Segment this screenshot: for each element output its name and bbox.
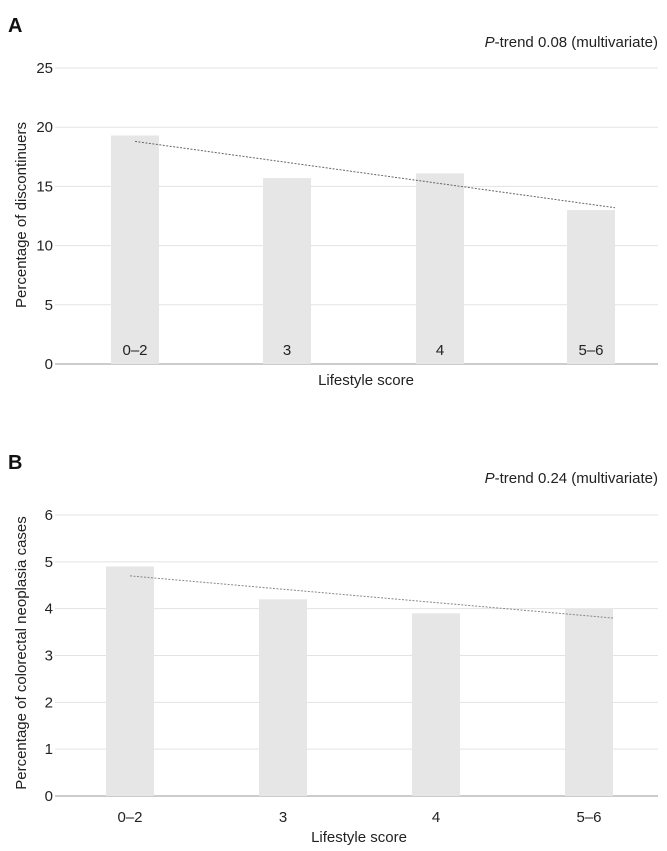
panel-b-x-tick-label: 5–6: [576, 809, 601, 826]
panel-b-trend: [129, 575, 614, 619]
panel-b-y-tick-label: 5: [45, 554, 53, 571]
panel-b: B P-trend 0.24 (multivariate) 0 1 2 3 4 5 6 0–…: [8, 452, 658, 846]
panel-b-bar-4: [565, 608, 613, 796]
panel-a-y-tick-label: 10: [36, 238, 53, 255]
panel-b-gridlines: [55, 514, 658, 797]
panel-b-ptrend-p: P: [485, 470, 495, 487]
panel-a-letter: A: [8, 15, 22, 37]
panel-b-y-axis-label: Percentage of colorectal neoplasia cases: [13, 516, 30, 790]
panel-b-x-axis-label: Lifestyle score: [311, 829, 407, 846]
panel-b-y-tick-label: 4: [45, 601, 53, 618]
panel-b-bar-3: [412, 613, 460, 796]
panel-a-trend-line: [134, 140, 616, 209]
panel-b-bar-1: [106, 566, 154, 796]
panel-b-y-tick-label: 6: [45, 507, 53, 524]
panel-a-y-tick-label: 20: [36, 119, 53, 136]
panel-b-y-tick-label: 0: [45, 788, 53, 805]
panel-b-y-ticks: 0 1 2 3 4 5 6: [45, 507, 53, 805]
panel-b-y-tick-label: 1: [45, 741, 53, 758]
panel-a-bar-2: [263, 178, 311, 364]
panel-a: A P-trend 0.08 (multivariate) 0 5 10 15 20 25…: [8, 15, 658, 389]
panel-a-ptrend-p: P: [485, 34, 495, 51]
panel-b-y-tick-label: 2: [45, 694, 53, 711]
panel-a-y-tick-label: 15: [36, 178, 53, 195]
panel-b-x-tick-label: 4: [432, 809, 440, 826]
panel-a-x-tick-label: 5–6: [578, 342, 603, 359]
panel-a-ptrend-text: -trend 0.08 (multivariate): [495, 34, 658, 51]
panel-a-bar-3: [416, 173, 464, 364]
panel-a-x-tick-label: 3: [283, 342, 291, 359]
panel-a-bar-4: [567, 210, 615, 364]
panel-a-x-ticks: 0–2 3 4 5–6: [122, 342, 603, 359]
panel-a-x-tick-label: 4: [436, 342, 444, 359]
panel-b-x-tick-label: 0–2: [117, 809, 142, 826]
panel-b-ptrend-text: -trend 0.24 (multivariate): [495, 470, 658, 487]
panel-b-bar-2: [259, 599, 307, 796]
panel-b-letter: B: [8, 452, 22, 474]
panel-b-trend-line: [129, 575, 614, 619]
panel-b-y-tick-label: 3: [45, 648, 53, 665]
panel-a-y-tick-label: 5: [45, 297, 53, 314]
panel-a-trend: [134, 140, 616, 209]
panel-b-bars: [106, 566, 613, 796]
panel-a-bar-1: [111, 135, 159, 364]
panel-a-y-ticks: 0 5 10 15 20 25: [36, 60, 53, 373]
panel-a-x-axis-label: Lifestyle score: [318, 372, 414, 389]
panel-b-x-ticks: 0–2 3 4 5–6: [117, 809, 601, 826]
panel-b-ptrend-annotation: P-trend 0.24 (multivariate): [485, 470, 658, 487]
panel-a-y-axis-label: Percentage of discontinuers: [13, 122, 30, 308]
panel-a-y-tick-label: 0: [45, 356, 53, 373]
panel-a-ptrend-annotation: P-trend 0.08 (multivariate): [485, 34, 658, 51]
panel-b-x-tick-label: 3: [279, 809, 287, 826]
panel-a-x-tick-label: 0–2: [122, 342, 147, 359]
panel-a-y-tick-label: 25: [36, 60, 53, 77]
panel-a-bars: [111, 135, 615, 364]
